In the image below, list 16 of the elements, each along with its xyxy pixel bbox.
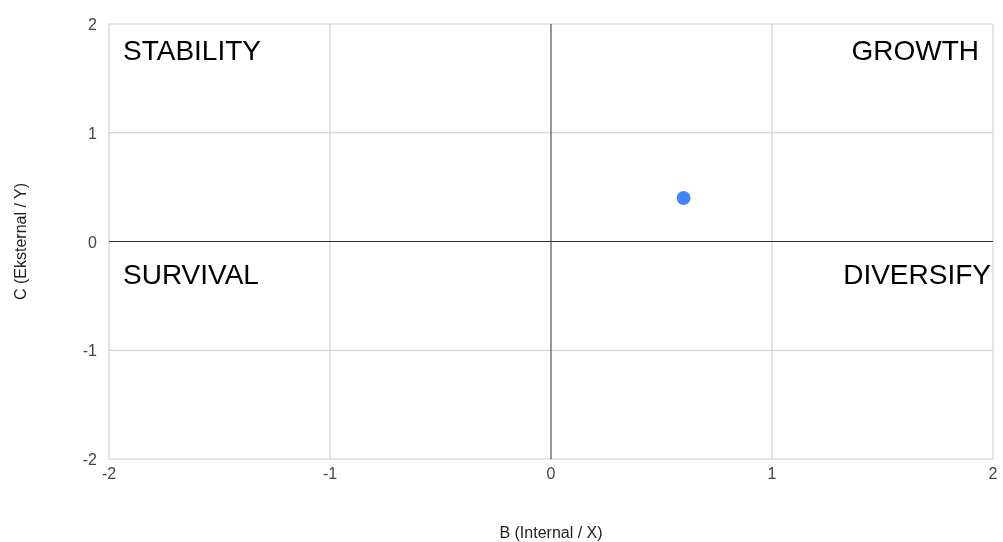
annotation: SURVIVAL — [123, 258, 259, 290]
x-tick-label: 0 — [546, 465, 556, 482]
x-tick-label: -1 — [322, 465, 338, 482]
x-axis-title: B (Internal / X) — [499, 524, 603, 541]
x-tick-label: 2 — [988, 465, 998, 482]
y-axis-title: C (Eksternal / Y) — [12, 182, 29, 301]
y-tick-label: 0 — [88, 233, 98, 251]
y-tick-label: 2 — [88, 16, 98, 33]
y-tick-label: -1 — [82, 342, 98, 360]
y-tick-label: -2 — [82, 451, 98, 468]
x-tick-label: 1 — [767, 465, 777, 482]
x-tick-label: -2 — [101, 465, 117, 482]
annotation: STABILITY — [123, 35, 262, 66]
annotation: DIVERSIFY — [843, 258, 992, 290]
y-tick-label: 1 — [88, 124, 98, 142]
annotation: GROWTH — [851, 35, 979, 66]
